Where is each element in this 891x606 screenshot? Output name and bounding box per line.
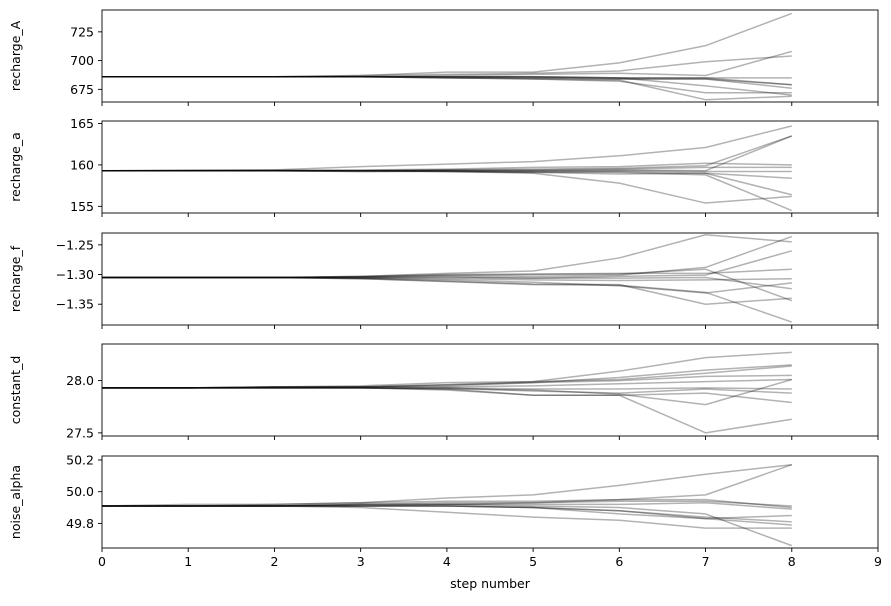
walker-line-3-2 (102, 268, 792, 279)
x-tick-label-9: 8 (788, 554, 796, 569)
panel-frame-2 (101, 120, 879, 214)
x-tick-label-10: 9 (874, 554, 882, 569)
walker-line-2-9 (102, 135, 793, 172)
walker-line-4-6 (102, 387, 792, 390)
walker-line-4-10 (102, 378, 792, 406)
walker-line-2-1 (101, 125, 792, 172)
x-tick-label-1: 0 (98, 554, 106, 569)
walker-line-3-3 (102, 235, 793, 279)
y-tick-label-1-3: 725 (70, 24, 94, 39)
y-axis-label-1: recharge_A (8, 20, 23, 91)
walker-line-4-3 (102, 365, 792, 389)
walker-line-4-1 (102, 351, 792, 389)
walker-line-1-9 (102, 75, 792, 101)
walker-line-2-10 (102, 169, 792, 196)
walker-line-1-5 (102, 75, 792, 86)
walker-line-4-8 (102, 387, 792, 404)
y-tick-label-5-3: 50.2 (66, 452, 94, 467)
walker-line-4-4 (102, 374, 792, 389)
x-tick-label-3: 2 (270, 554, 278, 569)
y-axis-label-3: recharge_f (8, 245, 23, 312)
walker-line-1-4 (102, 75, 792, 79)
y-axis-label-5: noise_alpha (8, 465, 23, 539)
panel-frame-3 (101, 232, 879, 326)
walker-line-2-3 (102, 135, 793, 172)
walker-line-2-5 (102, 169, 792, 173)
walker-line-1-3 (102, 50, 792, 78)
walker-line-5-5 (102, 502, 792, 510)
x-tick-label-2: 1 (184, 554, 192, 569)
walker-line-2-4 (102, 166, 792, 172)
walker-line-5-4 (102, 500, 792, 507)
walker-line-2-2 (102, 162, 792, 172)
walker-line-4-9 (102, 387, 792, 434)
walker-line-1-10 (102, 75, 792, 86)
walker-line-3-9 (102, 276, 792, 290)
walker-line-3-6 (102, 276, 792, 294)
walker-line-4-2 (102, 364, 792, 389)
y-tick-label-3-2: −1.30 (56, 267, 94, 282)
y-tick-label-5-1: 49.8 (66, 516, 94, 531)
walker-line-3-8 (102, 276, 792, 305)
walker-line-1-7 (102, 75, 792, 96)
walker-line-3-5 (102, 276, 792, 282)
walker-line-4-7 (102, 387, 792, 394)
y-tick-label-2-3: 165 (70, 116, 94, 131)
y-tick-label-1-2: 700 (70, 53, 94, 68)
walker-line-3-1 (102, 234, 792, 279)
walker-line-4-5 (102, 378, 792, 389)
walker-line-5-9 (102, 505, 792, 529)
x-tick-label-6: 5 (529, 554, 537, 569)
y-tick-label-3-1: −1.25 (56, 237, 94, 252)
y-tick-label-3-3: −1.35 (56, 297, 94, 312)
walker-line-3-4 (102, 250, 792, 279)
y-tick-label-2-2: 160 (70, 157, 94, 172)
y-tick-label-2-1: 155 (70, 199, 94, 214)
x-tick-label-4: 3 (357, 554, 365, 569)
panel-frame-4 (101, 343, 879, 437)
walker-line-2-8 (102, 169, 793, 212)
walker-line-3-7 (102, 276, 793, 323)
y-tick-label-4-1: 27.5 (66, 425, 94, 440)
walker-line-5-8 (102, 505, 792, 526)
y-tick-label-4-2: 28.0 (66, 373, 94, 388)
x-axis-label: step number (450, 576, 531, 591)
y-tick-label-1-1: 675 (70, 82, 94, 97)
walker-line-1-8 (102, 75, 792, 94)
walker-line-5-3 (102, 498, 792, 509)
walker-line-2-6 (102, 169, 792, 179)
x-tick-label-5: 4 (443, 554, 451, 569)
walker-line-5-7 (102, 505, 792, 520)
walker-line-5-6 (102, 503, 793, 547)
panel-frame-1 (101, 9, 879, 103)
walker-line-1-2 (102, 55, 792, 78)
walker-line-5-10 (102, 505, 792, 523)
walker-line-1-1 (102, 12, 793, 78)
y-tick-label-5-2: 50.0 (66, 484, 94, 499)
walker-line-1-6 (102, 75, 792, 89)
x-tick-label-7: 6 (615, 554, 623, 569)
y-axis-label-4: constant_d (8, 356, 23, 425)
walker-line-3-10 (102, 268, 793, 302)
panel-frame-5 (101, 455, 879, 549)
walker-line-5-1 (101, 463, 792, 507)
x-tick-label-8: 7 (702, 554, 710, 569)
y-axis-label-2: recharge_a (8, 132, 23, 201)
walker-line-5-2 (102, 464, 793, 507)
walker-line-2-7 (102, 169, 792, 204)
